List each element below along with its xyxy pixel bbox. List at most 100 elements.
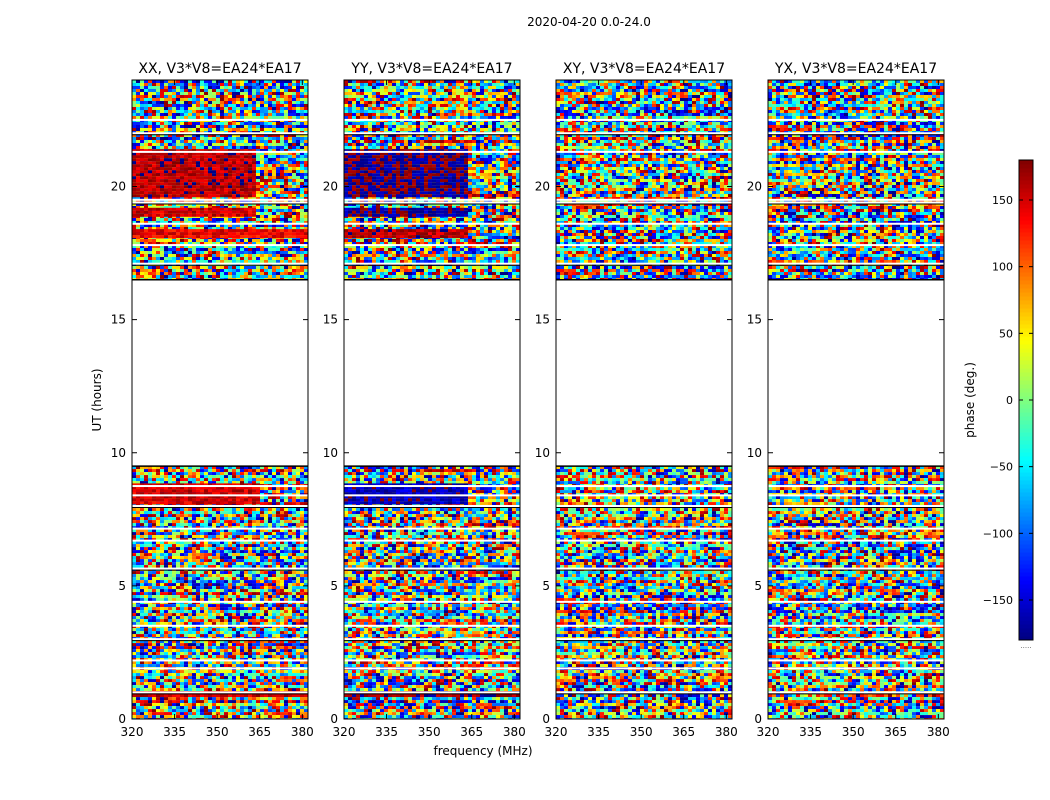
flagged-row — [768, 624, 944, 627]
y-tick-label: 0 — [754, 712, 762, 726]
colorbar-segment — [1019, 224, 1033, 229]
colorbar-segment — [1019, 424, 1033, 429]
colorbar-segment — [1019, 276, 1033, 281]
flagged-row — [556, 222, 732, 225]
flagged-row — [132, 527, 308, 530]
colorbar-segment — [1019, 384, 1033, 389]
colorbar-segment — [1019, 400, 1033, 405]
flagged-row — [132, 567, 308, 570]
colorbar-tick-label: 150 — [992, 194, 1013, 207]
colorbar: 150 100 50 0 −50 −100 −150..... — [983, 159, 1034, 650]
y-tick-label: 15 — [535, 313, 550, 327]
flagged-row — [132, 638, 308, 641]
colorbar-segment — [1019, 428, 1033, 433]
flagged-row — [344, 505, 520, 507]
colorbar-segment — [1019, 604, 1033, 609]
flagged-row — [132, 600, 308, 603]
colorbar-segment — [1019, 348, 1033, 353]
colorbar-label: phase (deg.) — [963, 362, 977, 438]
x-tick-label: 350 — [206, 725, 229, 739]
coherent-band-5 — [132, 149, 256, 198]
colorbar-segment — [1019, 204, 1033, 209]
colorbar-segment — [1019, 228, 1033, 233]
colorbar-segment — [1019, 360, 1033, 365]
flagged-row — [556, 505, 732, 507]
flagged-row — [768, 527, 944, 530]
flagged-row — [556, 567, 732, 570]
y-tick-label: 10 — [535, 446, 550, 460]
colorbar-tick-label: 100 — [992, 261, 1013, 274]
flagged-row — [344, 691, 520, 694]
coherent-band-3 — [344, 229, 468, 239]
x-tick-label: 335 — [799, 725, 822, 739]
flagged-row — [344, 132, 520, 135]
flagged-row — [556, 132, 732, 135]
flagged-row — [768, 494, 944, 497]
y-tick-label: 15 — [747, 313, 762, 327]
colorbar-segment — [1019, 268, 1033, 273]
colorbar-segment — [1019, 220, 1033, 225]
flagged-row — [556, 201, 732, 204]
colorbar-segment — [1019, 296, 1033, 301]
panel-title: XY, V3*V8=EA24*EA17 — [563, 61, 725, 77]
x-tick-label: 380 — [503, 725, 526, 739]
panel-1: XX, V3*V8=EA24*EA17 320 335 350 365 380 0 5 10 15… — [111, 61, 314, 739]
colorbar-segment — [1019, 556, 1033, 561]
colorbar-segment — [1019, 404, 1033, 409]
no-data-region — [132, 279, 308, 467]
colorbar-segment — [1019, 472, 1033, 477]
flagged-row — [768, 118, 944, 121]
colorbar-segment — [1019, 500, 1033, 505]
y-tick-label: 0 — [330, 712, 338, 726]
coherent-band-3 — [132, 229, 308, 239]
panel-title: YX, V3*V8=EA24*EA17 — [774, 61, 937, 77]
colorbar-segment — [1019, 624, 1033, 629]
colorbar-segment — [1019, 464, 1033, 469]
x-tick-label: 365 — [672, 725, 695, 739]
y-tick-label: 5 — [542, 579, 550, 593]
flagged-row — [132, 262, 308, 265]
colorbar-segment — [1019, 584, 1033, 589]
colorbar-segment — [1019, 488, 1033, 493]
colorbar-segment — [1019, 552, 1033, 557]
panel-2: YY, V3*V8=EA24*EA17 320 335 350 365 380 0 5 10 15… — [323, 61, 526, 739]
colorbar-segment — [1019, 576, 1033, 581]
flagged-row — [556, 691, 732, 694]
colorbar-segment — [1019, 304, 1033, 309]
figure-suptitle: 2020-04-20 0.0-24.0 — [527, 15, 651, 29]
y-tick-label: 0 — [542, 712, 550, 726]
flagged-row — [556, 198, 732, 201]
x-tick-label: 350 — [630, 725, 653, 739]
colorbar-segment — [1019, 168, 1033, 173]
colorbar-segment — [1019, 636, 1033, 641]
panel-frame — [555, 79, 733, 720]
colorbar-segment — [1019, 396, 1033, 401]
colorbar-segment — [1019, 376, 1033, 381]
flagged-row — [556, 485, 732, 488]
panel-3: XY, V3*V8=EA24*EA17 320 335 350 365 380 0 5 10 15… — [535, 61, 738, 739]
colorbar-segment — [1019, 208, 1033, 213]
colorbar-segment — [1019, 612, 1033, 617]
flagged-row — [556, 262, 732, 265]
flagged-row — [768, 539, 944, 542]
flagged-row — [344, 659, 520, 662]
colorbar-segment — [1019, 452, 1033, 457]
y-tick-label: 5 — [330, 579, 338, 593]
x-tick-label: 320 — [757, 725, 780, 739]
x-tick-label: 335 — [587, 725, 610, 739]
flagged-row — [556, 539, 732, 542]
flagged-row — [768, 244, 944, 247]
no-data-region — [344, 279, 520, 467]
flagged-row — [132, 150, 308, 153]
flagged-row — [344, 262, 520, 265]
x-tick-label: 380 — [291, 725, 314, 739]
flagged-row — [344, 201, 520, 204]
panel-title: XX, V3*V8=EA24*EA17 — [138, 61, 301, 77]
flagged-row — [768, 638, 944, 641]
colorbar-segment — [1019, 340, 1033, 345]
colorbar-segment — [1019, 236, 1033, 241]
flagged-row — [344, 150, 520, 153]
colorbar-segment — [1019, 432, 1033, 437]
colorbar-segment — [1019, 484, 1033, 489]
flagged-row — [132, 244, 308, 247]
